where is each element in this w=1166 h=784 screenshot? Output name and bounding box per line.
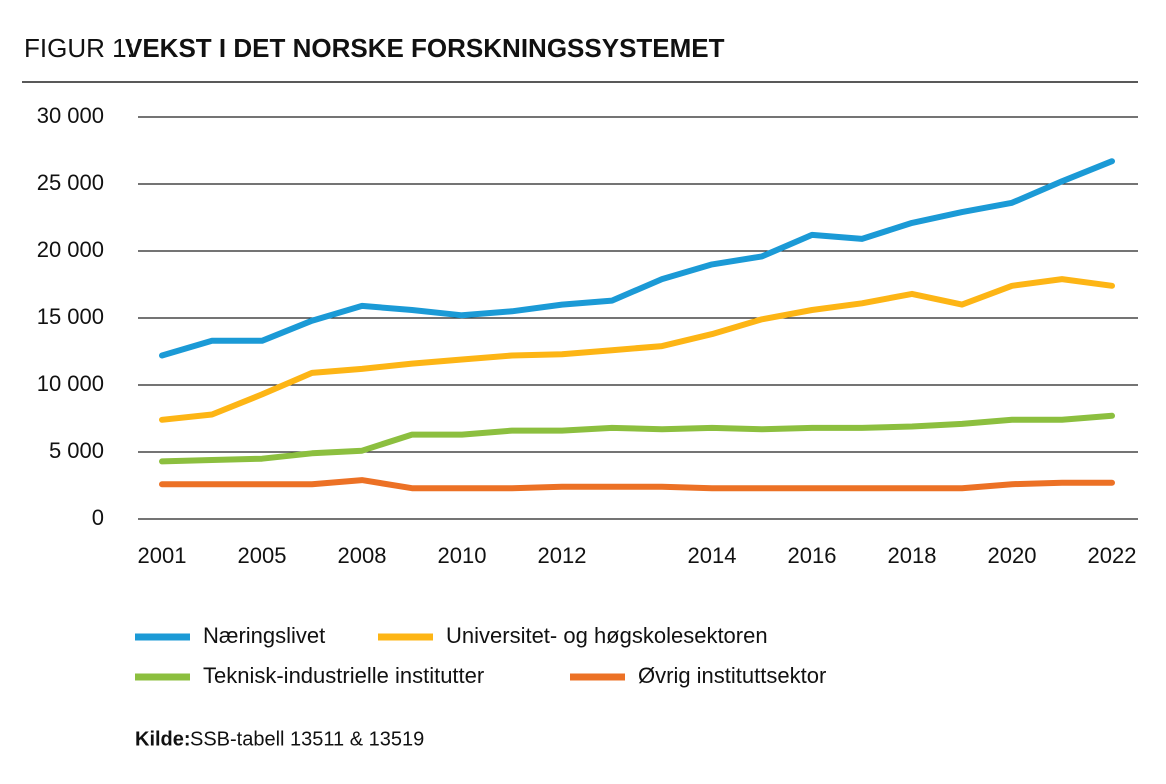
- y-tick-label: 10 000: [37, 371, 104, 396]
- series-line: [159, 412, 1115, 465]
- x-tick-label: 2020: [988, 543, 1037, 568]
- y-tick-label: 25 000: [37, 170, 104, 195]
- x-tick-label: 2010: [438, 543, 487, 568]
- series-line: [159, 477, 1115, 492]
- x-tick-label: 2022: [1088, 543, 1137, 568]
- y-tick-label: 20 000: [37, 237, 104, 262]
- legend-label: Næringslivet: [203, 623, 325, 648]
- x-tick-label: 2018: [888, 543, 937, 568]
- chart-title-prefix: FIGUR 1:: [24, 33, 134, 63]
- legend-label: Øvrig instituttsektor: [638, 663, 826, 688]
- x-tick-label: 2016: [788, 543, 837, 568]
- x-tick-label: 2001: [138, 543, 187, 568]
- source-label: Kilde:: [135, 728, 191, 750]
- legend-label: Teknisk-industrielle institutter: [203, 663, 484, 688]
- x-tick-label: 2008: [338, 543, 387, 568]
- x-tick-label: 2012: [538, 543, 587, 568]
- x-tick-label: 2014: [688, 543, 737, 568]
- series-line: [159, 276, 1115, 423]
- y-tick-label: 5 000: [49, 438, 104, 463]
- y-tick-label: 15 000: [37, 304, 104, 329]
- x-tick-label: 2005: [238, 543, 287, 568]
- chart-title: VEKST I DET NORSKE FORSKNINGSSYSTEMET: [125, 33, 725, 63]
- legend-label: Universitet- og høgskolesektoren: [446, 623, 768, 648]
- series-line: [159, 158, 1115, 359]
- source: SSB-tabell 13511 & 13519: [190, 728, 424, 750]
- y-tick-label: 30 000: [37, 103, 104, 128]
- y-tick-label: 0: [92, 505, 104, 530]
